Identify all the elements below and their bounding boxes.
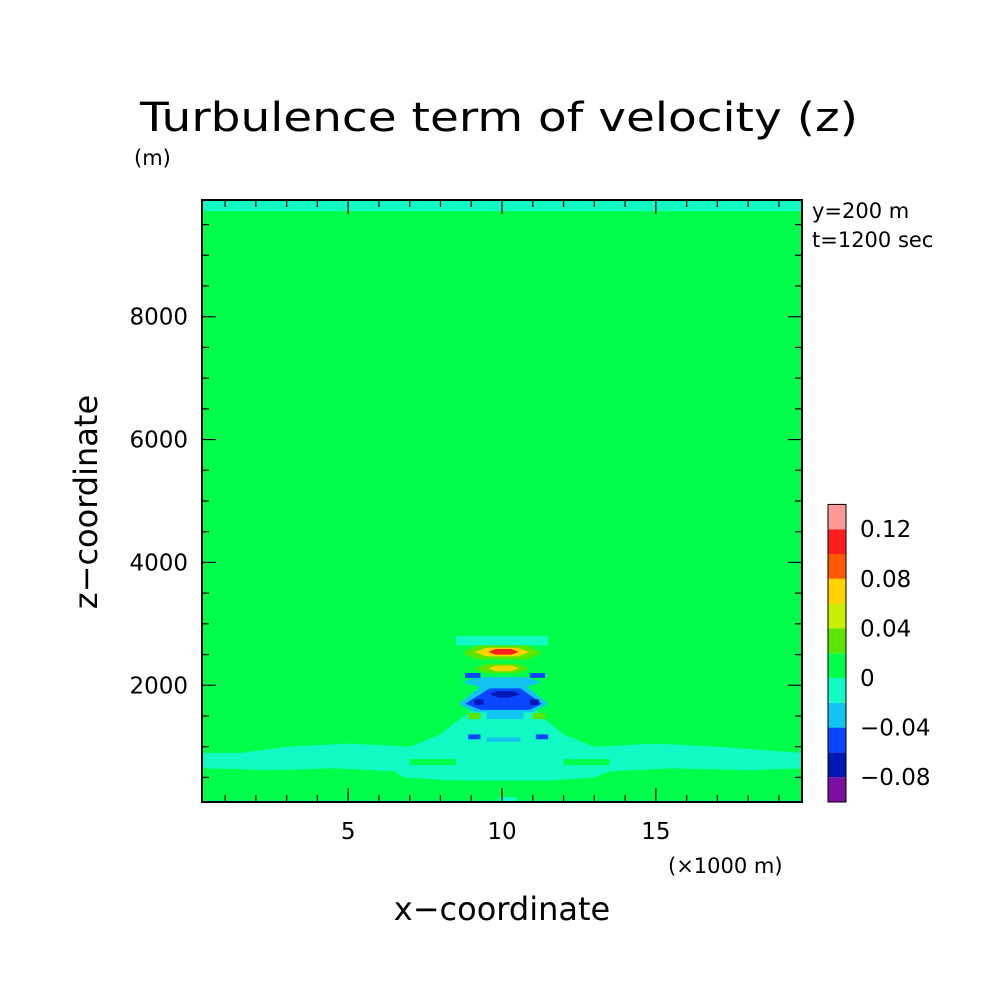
colorbar-label: 0	[860, 666, 875, 692]
contour-region-8	[462, 677, 542, 687]
contour-region-23	[563, 759, 610, 766]
contour-region-24	[498, 797, 518, 802]
y-tick-label: 4000	[129, 550, 188, 576]
colorbar-label: 0.12	[860, 517, 911, 543]
contour-region-2	[455, 636, 549, 646]
colorbar-frame	[827, 503, 847, 803]
colorbar-swatch	[828, 603, 846, 629]
y-tick-label: 2000	[129, 673, 188, 699]
contour-region-18	[532, 712, 546, 720]
x-tick-label: 5	[341, 819, 356, 845]
contour-region-5	[488, 649, 519, 655]
colorbar-swatch	[828, 628, 846, 654]
contour-region-22	[409, 759, 456, 766]
contour-region-20	[535, 734, 549, 740]
y-unit-label: (m)	[134, 146, 171, 170]
annotation-t: t=1200 sec	[812, 228, 933, 252]
colorbar-swatch	[828, 529, 846, 554]
contour-region-13	[529, 673, 546, 678]
minor-ticks	[202, 200, 802, 802]
x-tick-label: 10	[487, 819, 516, 845]
plot-area	[201, 199, 803, 803]
x-tick-labels: 5 10 15	[341, 819, 671, 845]
contour-region-11	[489, 691, 521, 698]
colorbar-label: −0.08	[860, 765, 930, 791]
colorbar-label: 0.04	[860, 616, 911, 642]
colorbar-swatch	[828, 578, 846, 604]
colorbar-swatch	[828, 678, 846, 703]
contour-region-16	[486, 711, 524, 720]
colorbar-swatch	[828, 727, 846, 753]
y-tick-label: 8000	[129, 305, 188, 331]
colorbar-label: 0.08	[860, 567, 911, 593]
colorbar-swatch	[828, 752, 846, 778]
x-tick-label: 15	[641, 819, 670, 845]
contour-region-21	[486, 737, 521, 742]
y-tick-label: 6000	[129, 428, 188, 454]
colorbar-swatch	[828, 653, 846, 678]
colorbar-swatch	[828, 702, 846, 728]
contour-region-7	[488, 665, 519, 672]
y-tick-labels: 2000 4000 6000 8000	[129, 305, 188, 700]
contour-region-12	[465, 673, 481, 678]
colorbar-swatch	[828, 554, 846, 579]
annotation-y: y=200 m	[812, 199, 909, 223]
plot-frame	[201, 199, 803, 803]
contour-region-14	[474, 699, 484, 705]
chart-title: Turbulence term of velocity (z)	[139, 95, 858, 141]
colorbar	[827, 503, 847, 803]
x-axis-label: x−coordinate	[394, 890, 610, 928]
contour-region-15	[529, 699, 539, 705]
y-axis-label: z−coordinate	[67, 395, 105, 609]
colorbar-swatch	[828, 777, 846, 802]
colorbar-swatch	[828, 504, 846, 530]
contour-region-10	[465, 688, 542, 710]
contour-region-17	[468, 712, 481, 720]
contour-region-19	[468, 734, 481, 740]
colorbar-labels: 0.12 0.08 0.04 0 −0.04 −0.08	[860, 517, 930, 791]
colorbar-label: −0.04	[860, 716, 930, 742]
x-unit-label: (×1000 m)	[668, 854, 783, 878]
